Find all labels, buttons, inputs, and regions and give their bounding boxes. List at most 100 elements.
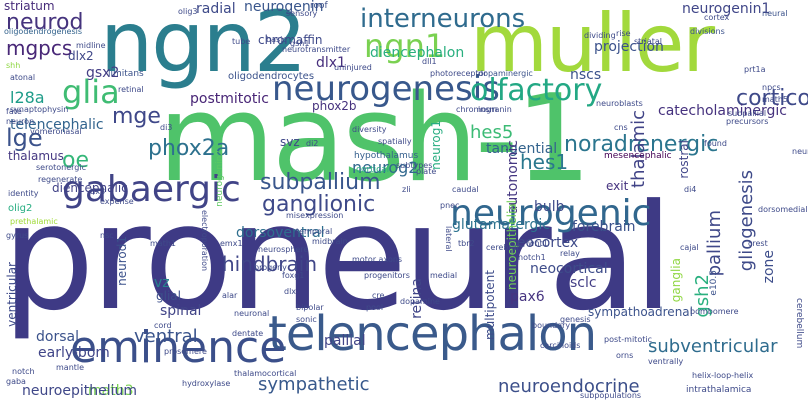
word-regenerate: neurotransmitter [282,45,351,54]
word-boundary: carcinoids [540,341,581,350]
word-neuroblasts: photoreceptor [430,69,487,78]
word-expense: tlx3 [90,187,106,196]
word-shh: shh [6,61,21,70]
word-dividing: prt1a [744,65,766,74]
word-neural: cortex [704,13,730,22]
word-npcs: math5 [762,95,788,104]
word-math5: precursors [726,117,769,126]
word-hes1: noradrenergic [564,132,719,157]
word-cortical: hypothalamus [354,151,419,161]
word-exit: svz [280,135,300,149]
word-projection: catecholaminergic [658,103,787,119]
word-cns: plate [416,167,437,176]
word-divisions: neural [762,9,788,18]
word-midbrain: medial [430,271,458,280]
word-neurogenin: neurogenin [244,0,324,15]
word-temporal: neurosphere [258,245,309,254]
word-caudal: subtypes [396,161,433,170]
word-neurosphere: emx1 [220,239,243,248]
word-olig2: diencephalic [52,181,128,195]
word-cre: mantle [56,363,85,372]
word-nscs: neurog2 [352,158,419,177]
word-electroporation: cerebellum [794,298,804,349]
word-multipotent: ganglia [669,258,683,303]
word-bombomere: ventrally [648,357,684,366]
word-cerebellum: diversity [352,125,387,134]
word-dopamine: progenitors [364,271,410,280]
word-pnec: tbr2 [458,239,475,248]
word-neocortical: pallial [324,333,366,349]
word-dentate: cord [154,321,172,330]
word-noradrenergic: oe [62,148,89,173]
word-oligodendrocytes: postmitotic [190,91,269,107]
word-catecholaminergic: roof [310,1,328,11]
word-dopaminergic: uninjured [334,63,372,72]
word-orns: post-mitotic [604,335,652,344]
word-corticogenesis: nscs [570,67,602,83]
word-genesis: boundary [532,321,571,330]
word-neurite: found [704,139,727,148]
word-neurotransmitter: insm [478,105,498,114]
word-lge: corticogenesis [736,86,808,111]
word-gsh1: basic [266,35,287,44]
word-ngn1: ngn1 [364,27,446,65]
word-fate: atonal [10,73,36,82]
word-sonic: bipolar [296,303,324,312]
word-pax6: sclc [570,275,597,291]
word-telencephalic: lge [6,124,43,152]
word-progeny: math1 [150,239,176,248]
word-insm: chromogranin [456,105,512,114]
word-dorsomedial: electroporation [200,210,209,272]
word-thalamic: tangential [486,141,558,157]
word-neuron: fate [6,107,22,116]
word-cajal: dorsomedial [758,205,808,214]
word-dlx: foxg1 [282,271,305,280]
word-sclc: neocortical [530,261,608,277]
word-dlx1: dlx1 [316,55,346,71]
word-subpallium: thalamic [628,110,649,188]
word-tlx3: identity [8,189,39,198]
word-vomeronasal: serotonergic [36,163,86,172]
word-photoreceptor: dll1 [422,57,437,66]
word-hes5: hes1 [520,150,569,174]
word-lateral: pool [366,303,384,312]
word-prethalamic: expense [100,197,134,206]
word-phox2a: mge [112,104,161,129]
word-subpopulations: helix-loop-helix [692,371,754,380]
word-notch1: hydroxylase [182,379,231,388]
word-gsh2: subventricular [648,336,778,357]
word-gliogenesis: ganglionic [262,192,376,217]
word-striatum: striatum [4,0,55,13]
word-gsx2: gsx2 [86,65,120,81]
word-subventricular: neuroendocrine [498,376,640,397]
word-ganglia: zone [761,250,777,284]
word-ventrally: di3 [160,123,173,132]
word-mesencephalic: e10.5 [709,270,719,296]
word-post-mitotic: genesis [560,315,591,324]
word-helix-loop-helix: intrathalamica [686,385,752,395]
word-prt1a: npcs [762,83,781,92]
word-diversity: spatially [378,137,412,146]
word-radial: radial [196,1,236,17]
word-uninjured: limitans [108,69,144,79]
word-basic: tube [232,37,251,46]
word-sympathetic: ventral [134,326,198,347]
word-wnt1: cerebral [486,243,519,252]
word-crest: cajal [680,243,699,252]
word-alar: dlx [284,287,297,296]
word-sensory: neurite [792,147,808,156]
word-hydroxylase: subpopulations [580,391,642,400]
word-subtypes: striatal [634,37,662,46]
word-thalamocortical: prosomere [164,347,207,356]
word-neurod1: glial [156,289,181,303]
word-glial: exit [606,179,629,193]
word-l28a: l28a [10,88,45,107]
word-zli: pnec [440,201,460,210]
word-zone: projection [594,39,664,55]
word-di2: cns [614,123,628,132]
word-ventricular: neurod1 [115,236,129,286]
word-neuroepithelial: ventricular [5,262,19,327]
word-bulb: pax6 [510,289,545,305]
word-ob: di4 [684,185,697,194]
